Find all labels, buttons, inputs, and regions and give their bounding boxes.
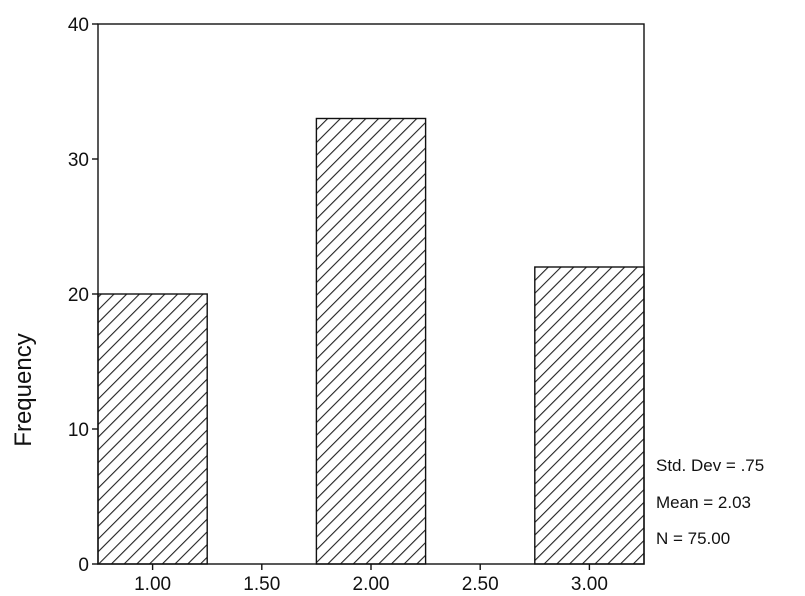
stats-box: Std. Dev = .75 Mean = 2.03 N = 75.00 [656,456,764,548]
x-axis: 1.00 1.50 2.00 2.50 3.00 [134,564,608,595]
bar-1.00 [97,293,208,565]
std-dev-label: Std. Dev = .75 [656,456,764,475]
x-tick-label: 1.50 [243,574,280,595]
x-tick-label: 1.00 [134,574,171,595]
y-axis-title: Frequency [10,333,37,446]
y-axis: 0 10 20 30 40 [68,15,98,576]
bar-3.00 [534,266,645,565]
y-tick-label: 30 [68,150,89,171]
y-tick-label: 20 [68,285,89,306]
bars-layer [97,117,645,565]
y-tick-label: 10 [68,420,89,441]
n-label: N = 75.00 [656,529,730,548]
x-tick-label: 2.00 [353,574,390,595]
mean-label: Mean = 2.03 [656,493,751,512]
bar-2.00 [315,117,427,565]
x-tick-label: 2.50 [462,574,499,595]
x-tick-label: 3.00 [571,574,608,595]
y-tick-label: 0 [78,555,89,576]
y-tick-label: 40 [68,15,89,36]
